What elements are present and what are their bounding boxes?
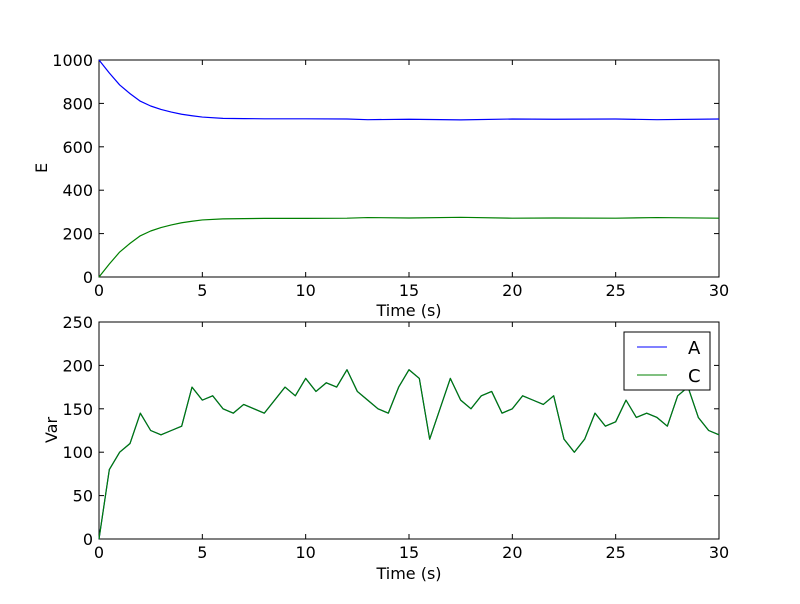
bottom-x-axis-label: Time (s) [375, 564, 441, 583]
top-series-line-1 [98, 59, 720, 121]
top-x-tick-label: 0 [94, 281, 104, 300]
top-y-tick-label: 800 [62, 94, 93, 113]
top-x-tick-label: 5 [197, 281, 207, 300]
top-series-lines [98, 59, 720, 278]
bottom-y-tick-label: 200 [62, 356, 93, 375]
top-y-tick-label: 400 [62, 181, 93, 200]
bottom-x-tick-label: 10 [295, 543, 315, 562]
legend-label-c: C [688, 366, 701, 387]
bottom-series-lines [98, 369, 720, 540]
legend: A C [623, 331, 711, 391]
top-x-tick-label: 10 [295, 281, 315, 300]
top-y-axis-label: E [32, 163, 51, 173]
bottom-x-tick-label: 20 [502, 543, 522, 562]
top-y-tick-label: 600 [62, 138, 93, 157]
bottom-plot-frame [98, 321, 720, 540]
bottom-x-tick-label: 25 [605, 543, 625, 562]
bottom-x-tick-label: 30 [709, 543, 729, 562]
bottom-y-tick-label: 150 [62, 400, 93, 419]
top-series-line-2 [98, 216, 720, 278]
bottom-subplot: 0 5 10 15 20 25 30 0 50 100 150 200 250 Time (s) Var… [42, 313, 729, 583]
top-subplot: 0 5 10 15 20 25 30 0 200 400 600 800 1000 Time (s) E [32, 51, 729, 320]
bottom-x-tick-label: 5 [197, 543, 207, 562]
top-x-axis-label: Time (s) [375, 301, 441, 320]
legend-box [623, 331, 711, 391]
bottom-x-tick-label: 0 [94, 543, 104, 562]
top-x-tick-label: 25 [605, 281, 625, 300]
top-ticks: 0 5 10 15 20 25 30 0 200 400 600 800 1000 [52, 51, 729, 300]
bottom-y-axis-label: Var [42, 417, 61, 444]
top-x-tick-label: 15 [399, 281, 419, 300]
top-y-tick-label: 0 [83, 268, 93, 287]
top-x-tick-label: 30 [709, 281, 729, 300]
bottom-y-tick-label: 50 [73, 487, 93, 506]
bottom-series-line-c [98, 369, 720, 540]
bottom-ticks: 0 5 10 15 20 25 30 0 50 100 150 200 250 [62, 313, 729, 562]
bottom-y-tick-label: 0 [83, 530, 93, 549]
bottom-y-tick-label: 100 [62, 443, 93, 462]
top-x-tick-label: 20 [502, 281, 522, 300]
bottom-y-tick-label: 250 [62, 313, 93, 332]
legend-label-a: A [688, 338, 701, 359]
top-plot-frame [98, 59, 720, 278]
bottom-x-tick-label: 15 [399, 543, 419, 562]
top-y-tick-label: 200 [62, 225, 93, 244]
top-y-tick-label: 1000 [52, 51, 93, 70]
